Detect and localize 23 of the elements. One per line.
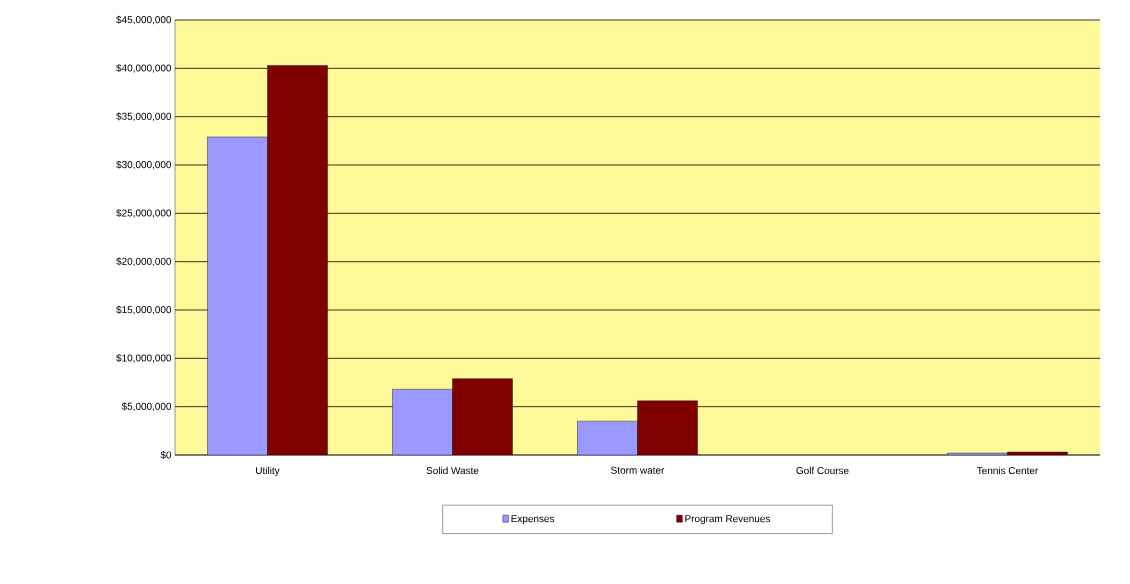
legend-label: Program Revenues bbox=[685, 515, 770, 525]
bar bbox=[392, 389, 453, 455]
y-tick-label: $35,000,000 bbox=[116, 112, 172, 121]
x-tick-label: Golf Course bbox=[796, 466, 849, 475]
y-tick-label: $15,000,000 bbox=[116, 305, 172, 315]
bar bbox=[452, 378, 513, 455]
y-tick-label: $45,000,000 bbox=[116, 15, 172, 25]
x-tick-label: Utility bbox=[256, 466, 280, 477]
y-tick-label: $20,000,000 bbox=[116, 257, 172, 266]
bar bbox=[637, 400, 698, 455]
x-tick-label: Solid Waste bbox=[426, 466, 479, 475]
bar bbox=[577, 421, 638, 455]
legend-label: Expenses bbox=[511, 515, 555, 525]
y-tick-label: $25,000,000 bbox=[116, 209, 172, 218]
y-tick-label: $40,000,000 bbox=[116, 64, 172, 73]
x-tick-label: Storm water bbox=[611, 466, 665, 474]
y-tick-label: $10,000,000 bbox=[116, 354, 172, 363]
bar bbox=[267, 65, 328, 455]
y-tick-label: $0 bbox=[160, 450, 172, 460]
y-tick-label: $5,000,000 bbox=[121, 402, 172, 411]
bar bbox=[207, 136, 268, 455]
x-tick-label: Tennis Center bbox=[976, 466, 1039, 475]
y-tick-label: $30,000,000 bbox=[116, 160, 172, 170]
